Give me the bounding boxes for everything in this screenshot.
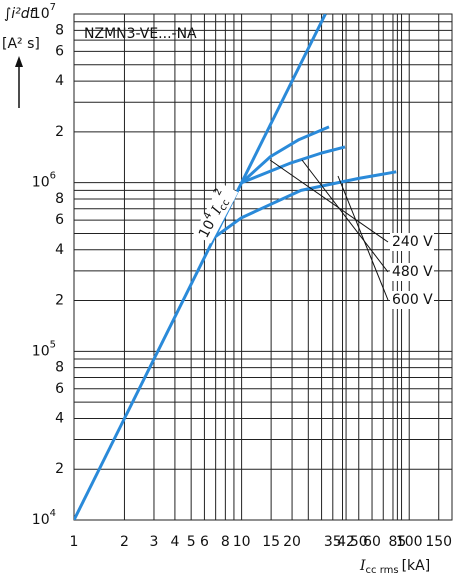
y-tick-label: 105 (32, 339, 56, 359)
y-tick-label: 4 (55, 410, 64, 426)
x-tick-label: 20 (283, 534, 301, 550)
y-label-1: ∫i²dt (4, 6, 36, 22)
y-label-2: [A² s] (2, 36, 40, 52)
y-tick-text: 2 (55, 461, 64, 477)
y-tick-text: 10 (32, 343, 50, 359)
x-tick-label: 6 (200, 534, 209, 550)
annotation-coef-sup: 4 (202, 210, 215, 221)
x-tick-label: 85 (388, 534, 406, 550)
y-tick-sup: 5 (50, 339, 56, 350)
y-tick-label: 2 (55, 293, 64, 309)
y-tick-text: 10 (32, 175, 50, 191)
curve (74, 14, 327, 520)
y-tick-label: 8 (55, 360, 64, 376)
y-tick-text: 8 (55, 360, 64, 376)
y-tick-text: 2 (55, 124, 64, 140)
y-tick-text: 10 (32, 512, 50, 528)
y-tick-sup: 6 (50, 171, 56, 182)
y-tick-label: 8 (55, 22, 64, 38)
y-tick-label: 4 (55, 73, 64, 89)
curve (212, 170, 397, 240)
y-tick-label: 6 (55, 43, 64, 59)
y-tick-text: 4 (55, 73, 64, 89)
y-tick-sup: 4 (50, 508, 56, 519)
x-tick-label: 10 (233, 534, 251, 550)
y-tick-label: 2 (55, 461, 64, 477)
x-tick-label: 100 (396, 534, 423, 550)
y-tick-label: 104 (32, 508, 56, 528)
y-tick-text: 4 (55, 410, 64, 426)
x-label-unit: [kA] (402, 558, 431, 574)
x-label-symbol: I (359, 558, 366, 574)
chart-title: NZMN3-VE...-NA (84, 26, 197, 42)
x-tick-label: 150 (425, 534, 452, 550)
x-tick-label: 15 (262, 534, 280, 550)
leader-line (301, 159, 389, 273)
annotation-sup: 2 (212, 187, 225, 198)
label-bg (390, 233, 434, 251)
x-tick-label: 50 (350, 534, 368, 550)
x-tick-label: 35 (324, 534, 342, 550)
title-box (80, 20, 200, 50)
y-tick-text: 6 (55, 381, 64, 397)
y-tick-label: 8 (55, 191, 64, 207)
annotation-bg (193, 182, 239, 244)
annotation-text: 104Icc2 (192, 187, 236, 242)
x-label-sub: cc rms (366, 565, 399, 576)
series-label: 240 V (392, 234, 433, 250)
y-tick-text: 10 (32, 6, 50, 22)
y-tick-text: 4 (55, 242, 64, 258)
y-tick-label: 2 (55, 124, 64, 140)
leader-line (337, 175, 389, 301)
annotation-coef: 10 (196, 218, 218, 241)
curve (240, 125, 330, 184)
y-tick-text: 2 (55, 293, 64, 309)
series-label: 600 V (392, 292, 433, 308)
x-tick-label: 5 (187, 534, 196, 550)
x-tick-label: 2 (120, 534, 129, 550)
curve (241, 145, 346, 185)
x-axis-label: Icc rms [kA] (359, 558, 430, 576)
y-tick-label: 107 (32, 2, 56, 22)
y-tick-label: 106 (32, 171, 56, 191)
y-tick-label: 6 (55, 381, 64, 397)
x-tick-label: 8 (221, 534, 230, 550)
label-bg (390, 263, 434, 281)
y-tick-text: 8 (55, 22, 64, 38)
x-tick-label: 42 (337, 534, 355, 550)
y-tick-sup: 7 (50, 2, 56, 13)
x-tick-label: 60 (363, 534, 381, 550)
y-tick-label: 6 (55, 212, 64, 228)
x-tick-label: 1 (70, 534, 79, 550)
y-tick-text: 8 (55, 191, 64, 207)
y-arrow-head (15, 56, 23, 67)
annotation: 104Icc2 (192, 182, 239, 244)
y-tick-text: 6 (55, 212, 64, 228)
x-tick-label: 3 (150, 534, 159, 550)
annotation-sub: cc (217, 198, 232, 213)
series-label: 480 V (392, 264, 433, 280)
x-tick-label: 4 (170, 534, 179, 550)
leader-line (269, 159, 389, 243)
label-bg (390, 291, 434, 309)
y-tick-text: 6 (55, 43, 64, 59)
y-tick-label: 4 (55, 242, 64, 258)
